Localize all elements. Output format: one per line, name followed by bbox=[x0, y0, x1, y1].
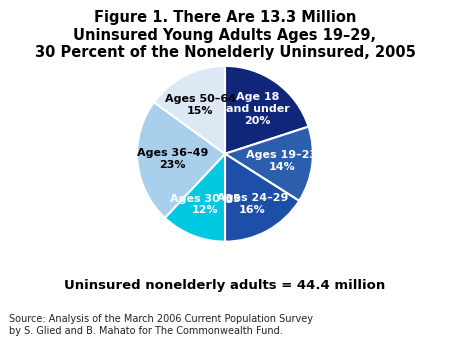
Wedge shape bbox=[154, 66, 225, 154]
Wedge shape bbox=[225, 154, 299, 242]
Text: Ages 24–29
16%: Ages 24–29 16% bbox=[217, 193, 288, 215]
Text: Ages 50–64
15%: Ages 50–64 15% bbox=[165, 94, 236, 116]
Text: Uninsured nonelderly adults = 44.4 million: Uninsured nonelderly adults = 44.4 milli… bbox=[64, 279, 386, 292]
Text: Figure 1. There Are 13.3 Million
Uninsured Young Adults Ages 19–29,
30 Percent o: Figure 1. There Are 13.3 Million Uninsur… bbox=[35, 10, 415, 60]
Text: Ages 36–49
23%: Ages 36–49 23% bbox=[137, 148, 208, 170]
Text: Ages 30–35
12%: Ages 30–35 12% bbox=[170, 194, 240, 215]
Text: Age 18
and under
20%: Age 18 and under 20% bbox=[225, 92, 289, 126]
Wedge shape bbox=[165, 154, 225, 242]
Wedge shape bbox=[225, 66, 309, 154]
Wedge shape bbox=[137, 102, 225, 218]
Text: Ages 19–23
14%: Ages 19–23 14% bbox=[246, 150, 317, 172]
Wedge shape bbox=[225, 127, 313, 201]
Text: Source: Analysis of the March 2006 Current Population Survey
by S. Glied and B. : Source: Analysis of the March 2006 Curre… bbox=[9, 314, 313, 336]
